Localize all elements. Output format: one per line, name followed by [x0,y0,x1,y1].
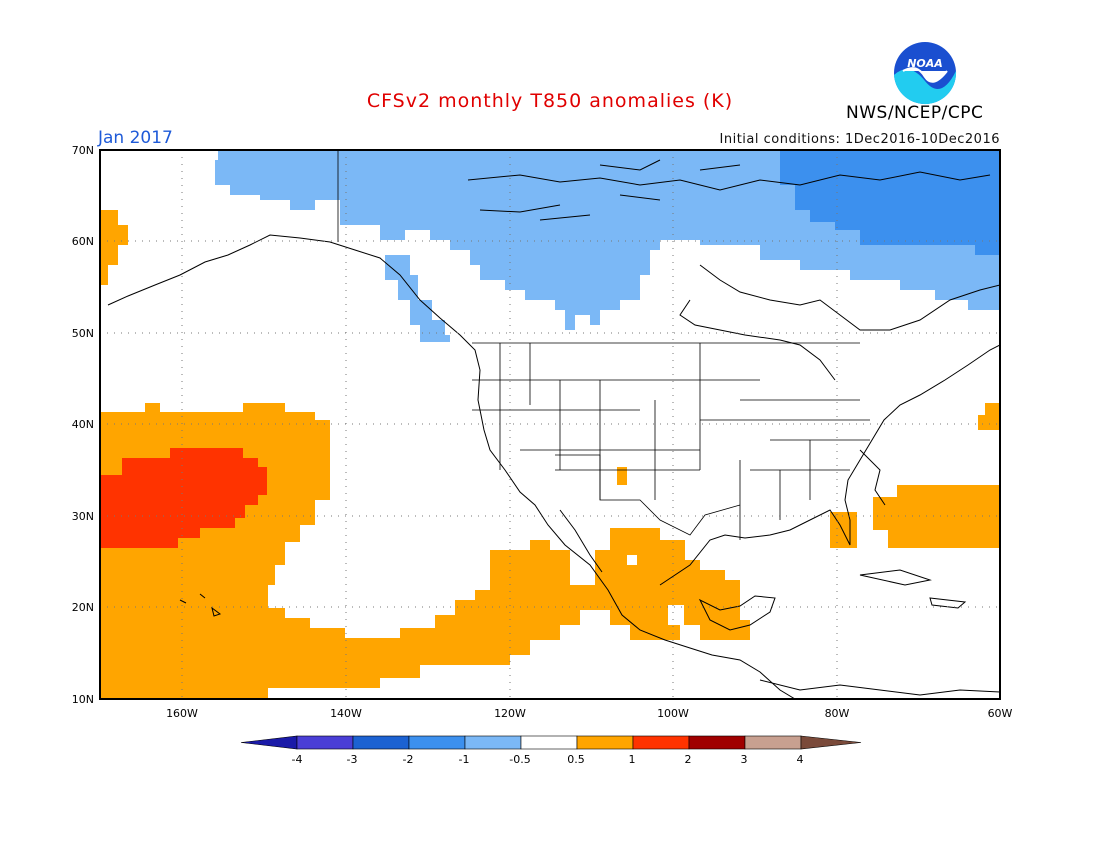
pos-anomaly-alaska-west [100,210,128,285]
graticule [100,150,1000,699]
pos-anomaly-newengland [978,403,1000,430]
map-frame [99,149,1001,700]
colorbar-arrow-high [800,735,862,750]
lon-label: 80W [825,707,850,720]
colorbar-arrow-low [240,735,298,750]
white-hole-mexico-2 [668,605,684,625]
map-title: CFSv2 monthly T850 anomalies (K) [366,90,734,112]
colorbar-label: -2 [403,753,414,766]
pos-anomaly-atlantic [873,485,1000,548]
colorbar-bin [296,735,354,750]
colorbar-bin [464,735,522,750]
colorbar [240,735,862,750]
lat-label: 40N [72,418,94,431]
colorbar-bin [576,735,634,750]
pos-anomaly-gulf [830,512,857,548]
lon-label: 140W [330,707,362,720]
white-hole-mexico [627,555,637,565]
lat-label: 30N [72,510,94,523]
lat-label: 60N [72,235,94,248]
political-borders [337,150,870,540]
pos-anomaly-newmexico [617,467,627,485]
lon-label: 160W [166,707,198,720]
coastlines [107,159,1000,699]
colorbar-bin [632,735,690,750]
colorbar-bin [744,735,802,750]
lat-labels: 70N 60N 50N 40N 30N 20N 10N [72,144,94,706]
colorbar-label: 4 [797,753,804,766]
colorbar-label: -0.5 [509,753,530,766]
colorbar-label: 1 [629,753,636,766]
lon-label: 60W [988,707,1013,720]
pos-strong-anomaly [100,448,267,548]
initial-conditions: Initial conditions: 1Dec2016-10Dec2016 [719,132,1000,147]
colorbar-label: -3 [347,753,358,766]
lon-label: 120W [494,707,526,720]
colorbar-labels: -4 -3 -2 -1 -0.5 0.5 1 2 3 4 [292,753,804,766]
lat-label: 20N [72,601,94,614]
anomaly-shading [100,150,1000,699]
svg-text:NOAA: NOAA [907,57,943,70]
lon-label: 100W [657,707,689,720]
colorbar-label: 0.5 [567,753,585,766]
colorbar-bin [352,735,410,750]
noaa-logo: NOAA [894,42,957,105]
colorbar-label: -4 [292,753,303,766]
colorbar-label: 2 [685,753,692,766]
colorbar-label: 3 [741,753,748,766]
pos-anomaly-pacific [100,403,750,699]
colorbar-bin [688,735,746,750]
agency-label: NWS/NCEP/CPC [846,103,984,123]
colorbar-label: -1 [459,753,470,766]
neg-anomaly-coast [385,255,450,342]
lat-label: 70N [72,144,94,157]
colorbar-bin [520,735,578,750]
lat-label: 50N [72,327,94,340]
lon-labels: 160W 140W 120W 100W 80W 60W [166,707,1012,720]
lat-label: 10N [72,693,94,706]
colorbar-bin [408,735,466,750]
forecast-month: Jan 2017 [98,128,173,148]
